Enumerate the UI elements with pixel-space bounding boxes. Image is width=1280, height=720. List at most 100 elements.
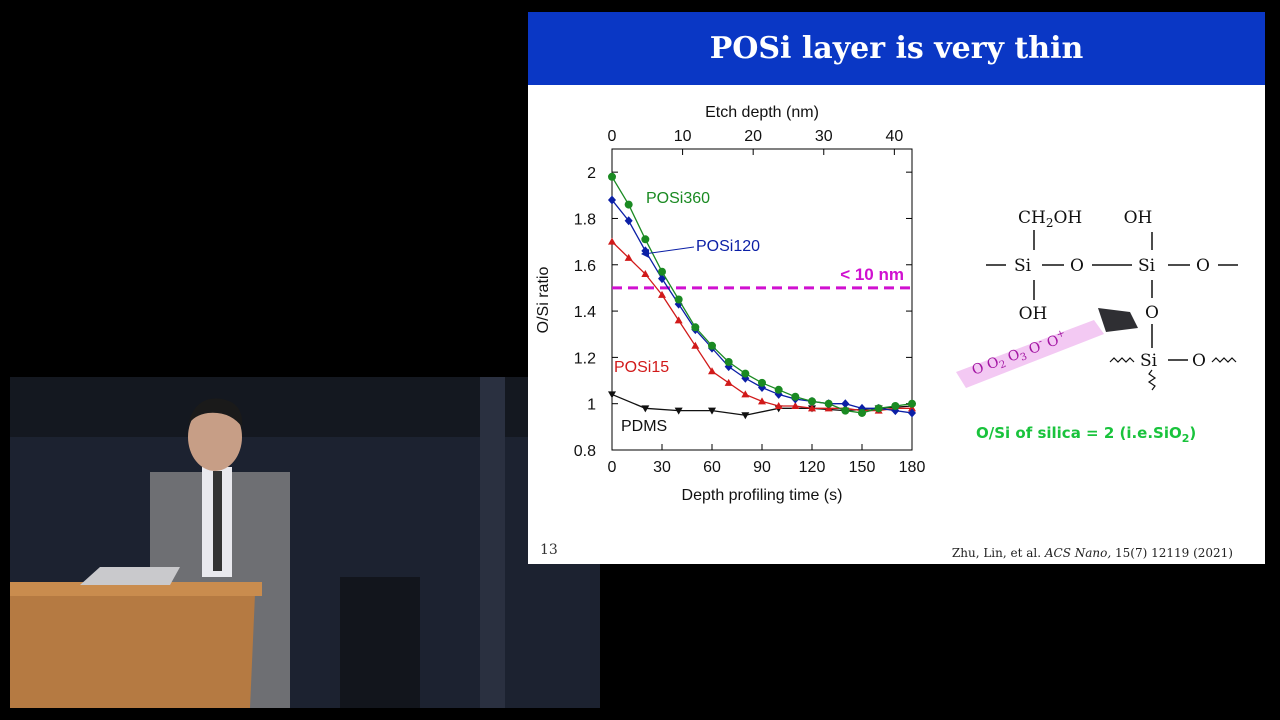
chart-labels: POSi360 POSi120 POSi15 PDMS bbox=[614, 190, 760, 435]
data-point bbox=[908, 404, 916, 412]
series-label-posi120: POSi120 bbox=[696, 238, 760, 255]
series-label-posi360: POSi360 bbox=[646, 190, 710, 207]
data-point bbox=[908, 408, 916, 418]
o-atom: O bbox=[1196, 256, 1210, 276]
x2-tick-label: 10 bbox=[674, 128, 692, 145]
x-tick-label: 0 bbox=[608, 459, 617, 476]
x-tick-label: 60 bbox=[703, 459, 721, 476]
data-point bbox=[808, 404, 816, 412]
x2-tick-label: 0 bbox=[608, 128, 617, 145]
series-posi360 bbox=[608, 172, 916, 417]
si-atom-bottom: Si bbox=[1140, 351, 1158, 371]
y-tick-label: 1.4 bbox=[574, 304, 596, 321]
data-point bbox=[791, 392, 800, 401]
si-atom-left: Si bbox=[1014, 256, 1032, 276]
wavy-bond bbox=[1109, 357, 1135, 363]
y-tick-label: 1.2 bbox=[574, 350, 596, 367]
ch2oh-label: CH2OH bbox=[1018, 208, 1082, 230]
ozone-beam bbox=[956, 320, 1104, 388]
ozone-gun-icon bbox=[1098, 308, 1138, 332]
data-point bbox=[691, 341, 700, 349]
data-point bbox=[758, 378, 766, 387]
data-point bbox=[808, 397, 816, 406]
podium bbox=[10, 594, 255, 708]
silica-structure-diagram: CH2OH OH Si O Si O OH O Si bbox=[956, 208, 1238, 445]
data-point bbox=[658, 267, 666, 276]
data-point bbox=[624, 253, 633, 261]
y-tick-label: 2 bbox=[587, 165, 596, 182]
data-point bbox=[708, 407, 716, 415]
citation-authors: Zhu, Lin, et al. bbox=[951, 546, 1042, 560]
si-atom-right: Si bbox=[1138, 256, 1156, 276]
data-point bbox=[608, 391, 616, 399]
data-point bbox=[758, 397, 766, 405]
data-point bbox=[658, 274, 666, 284]
y-tick-label: 1.6 bbox=[574, 258, 596, 275]
series-pdms bbox=[608, 391, 916, 420]
data-point bbox=[674, 295, 683, 304]
wavy-bond bbox=[1211, 357, 1237, 363]
y-axis-title: O/Si ratio bbox=[535, 267, 552, 334]
x2-axis-title: Etch depth (nm) bbox=[705, 104, 819, 121]
data-point bbox=[774, 402, 783, 410]
threshold-label: < 10 nm bbox=[840, 265, 904, 284]
data-point bbox=[891, 402, 900, 411]
data-point bbox=[874, 404, 883, 413]
y-tick-label: 1.8 bbox=[574, 211, 596, 228]
speaker-tie bbox=[213, 471, 222, 571]
data-point bbox=[641, 235, 650, 244]
posi120-arrowhead bbox=[641, 249, 649, 258]
slide-citation: Zhu, Lin, et al. ACS Nano, 15(7) 12119 (… bbox=[952, 546, 1233, 560]
y-tick-label: 1 bbox=[587, 397, 596, 414]
data-point bbox=[741, 369, 750, 378]
series-layer bbox=[608, 172, 916, 420]
x-tick-label: 90 bbox=[753, 459, 771, 476]
data-point bbox=[791, 402, 800, 410]
stage-top-shadow bbox=[10, 377, 600, 437]
data-point bbox=[741, 390, 750, 398]
wall-column bbox=[480, 377, 505, 708]
citation-details: 15(7) 12119 (2021) bbox=[1115, 546, 1233, 560]
data-point bbox=[774, 385, 783, 394]
series-line bbox=[611, 176, 913, 414]
data-point bbox=[641, 405, 650, 413]
oh-top-label: OH bbox=[1124, 208, 1153, 228]
podium-top bbox=[10, 582, 262, 596]
data-point bbox=[608, 172, 616, 181]
o-atom: O bbox=[1070, 256, 1084, 276]
series-label-posi15: POSi15 bbox=[614, 359, 669, 376]
data-point bbox=[624, 200, 633, 209]
data-point bbox=[691, 323, 700, 332]
data-point bbox=[741, 412, 750, 420]
data-point bbox=[858, 408, 866, 417]
y-tick-label: 0.8 bbox=[574, 443, 596, 460]
slide-title: POSi layer is very thin bbox=[528, 12, 1265, 85]
slide-page-number: 13 bbox=[540, 542, 558, 558]
laptop bbox=[80, 567, 180, 585]
data-point bbox=[724, 378, 733, 386]
data-point bbox=[608, 195, 616, 205]
speaker-camera-view bbox=[10, 377, 600, 708]
x-tick-label: 120 bbox=[799, 459, 826, 476]
citation-journal: ACS Nano, bbox=[1044, 546, 1112, 560]
wavy-bond bbox=[1147, 369, 1157, 391]
presentation-slide: POSi layer is very thin 0 30 60 90 120 150 180… bbox=[528, 12, 1265, 564]
background-screen bbox=[340, 577, 420, 708]
axis-ticks: 0 30 60 90 120 150 180 0 10 20 30 40 0.8 1 1.2 1.4 1.6 1.… bbox=[574, 128, 926, 476]
x-axis-title: Depth profiling time (s) bbox=[682, 487, 843, 504]
data-point bbox=[824, 399, 833, 408]
o-atom: O bbox=[1145, 303, 1159, 323]
speaker-head bbox=[188, 403, 242, 471]
data-point bbox=[674, 316, 683, 324]
data-point bbox=[708, 341, 716, 350]
ozone-species-label: O O2 O3 O- O+ bbox=[969, 328, 1070, 381]
x2-tick-label: 30 bbox=[815, 128, 833, 145]
data-point bbox=[841, 406, 850, 415]
oh-bottom-label: OH bbox=[1019, 304, 1048, 324]
data-point bbox=[708, 367, 716, 375]
posi120-pointer bbox=[643, 246, 695, 255]
data-point bbox=[658, 290, 666, 298]
data-point bbox=[908, 399, 916, 408]
x2-tick-label: 20 bbox=[744, 128, 762, 145]
